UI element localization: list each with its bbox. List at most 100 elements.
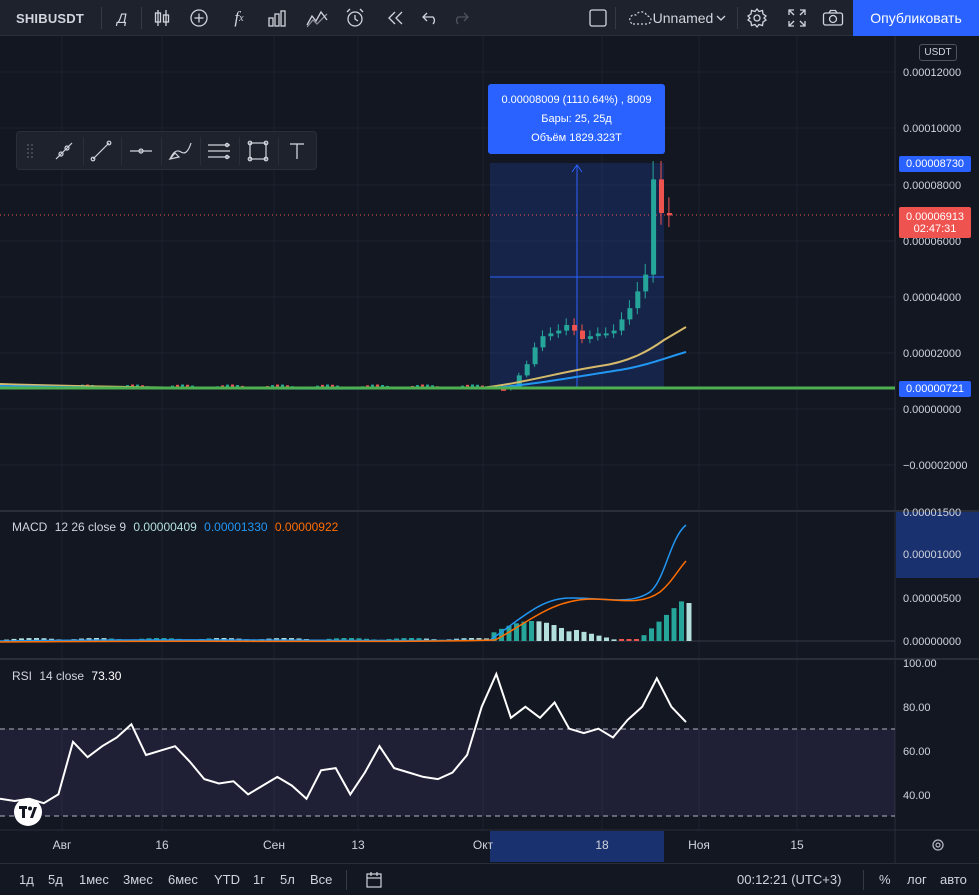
symbol-label: SHIBUSDT — [15, 10, 85, 26]
drawbar-divider — [161, 137, 162, 165]
replay-icon[interactable] — [379, 0, 413, 36]
rectangle-icon[interactable] — [241, 134, 275, 168]
macd-hist-value: 0.00000409 — [133, 520, 197, 534]
time-tick-label: 15 — [790, 838, 804, 852]
macd-histogram-bar — [581, 631, 587, 641]
macd-histogram-bar — [574, 630, 579, 641]
drawbar-divider — [200, 137, 201, 165]
price-tick-label: 0.00000000 — [903, 404, 961, 416]
templates-icon[interactable] — [260, 0, 294, 36]
range-5d[interactable]: 5д — [48, 872, 63, 887]
range-ytd[interactable]: YTD — [214, 872, 240, 887]
redo-icon[interactable] — [443, 0, 477, 36]
date-range-icon[interactable] — [364, 870, 384, 893]
measure-tooltip: 0.00008009 (1110.64%) , 8009 Бары: 25, 2… — [488, 84, 665, 154]
drawbar-divider — [239, 137, 240, 165]
time-tick-label: Ноя — [688, 838, 710, 852]
fullscreen-icon[interactable] — [780, 0, 814, 36]
macd-tick-label: 0.00000000 — [903, 636, 961, 648]
layout-name-button[interactable]: Unnamed — [620, 0, 736, 36]
interval-label: Д — [117, 10, 127, 26]
interval-button[interactable]: Д — [106, 0, 138, 36]
symbol-search-button[interactable]: SHIBUSDT — [0, 0, 100, 36]
curve-icon[interactable] — [163, 134, 197, 168]
macd-legend[interactable]: MACD 12 26 close 9 0.00000409 0.00001330… — [12, 520, 342, 534]
price-candle — [619, 319, 625, 331]
price-candle — [186, 384, 189, 387]
last-price: 0.00006913 — [905, 210, 965, 223]
auto-toggle[interactable]: авто — [940, 872, 967, 887]
macd-histogram-bar — [506, 625, 512, 641]
percent-toggle[interactable]: % — [879, 872, 891, 887]
macd-histogram-bar — [394, 638, 399, 641]
price-candle — [131, 384, 134, 387]
chart-canvas[interactable]: 0.00012000 0.00010000 0.00008000 0.00006000… — [0, 36, 979, 863]
macd-histogram-bar — [521, 621, 527, 641]
publish-button[interactable]: Опубликовать — [853, 0, 979, 36]
price-candle — [326, 384, 329, 387]
checkbox-icon[interactable] — [582, 0, 614, 36]
drawbar-divider — [83, 137, 84, 165]
add-indicator-icon[interactable] — [182, 0, 216, 36]
macd-histogram-bar — [656, 621, 662, 641]
currency-button[interactable]: USDT — [919, 44, 957, 61]
settings-icon[interactable] — [740, 0, 774, 36]
rsi-line — [0, 671, 687, 805]
alert-icon[interactable] — [338, 0, 372, 36]
undo-icon[interactable] — [414, 0, 448, 36]
price-candle — [611, 330, 617, 334]
range-6m[interactable]: 6мес — [168, 872, 198, 887]
log-toggle[interactable]: лог — [907, 872, 927, 887]
range-1y[interactable]: 1г — [253, 872, 265, 887]
rsi-tick-label: 60.00 — [903, 746, 931, 758]
measure-change: 0.00008009 (1110.64%) , 8009 — [501, 94, 652, 106]
price-candle — [548, 333, 554, 337]
rsi-tick-label: 40.00 — [903, 790, 931, 802]
macd-histogram-bar — [596, 635, 602, 641]
brush-icon[interactable] — [47, 134, 81, 168]
macd-line — [0, 524, 687, 642]
range-1m[interactable]: 1мес — [79, 872, 109, 887]
measure-bars: Бары: 25, 25д — [541, 113, 612, 125]
rsi-legend[interactable]: RSI 14 close 73.30 — [12, 669, 125, 683]
horizontal-line-icon[interactable] — [124, 134, 158, 168]
bottom-divider — [346, 870, 347, 890]
price-tick-label: 0.00004000 — [903, 292, 961, 304]
macd-histogram-bar — [559, 627, 564, 641]
price-candle — [627, 308, 633, 320]
price-candle — [532, 347, 538, 365]
price-candle — [587, 336, 593, 339]
range-all[interactable]: Все — [310, 872, 333, 887]
range-3m[interactable]: 3мес — [123, 872, 153, 887]
range-5y[interactable]: 5л — [280, 872, 295, 887]
bar-countdown: 02:47:31 — [913, 222, 957, 235]
handle-icon[interactable] — [17, 134, 43, 168]
macd-histogram-bar — [664, 614, 669, 641]
price-tick-label: 0.00012000 — [903, 67, 961, 79]
price-candle — [659, 179, 664, 213]
macd-title: MACD — [12, 520, 48, 534]
price-candle — [221, 385, 224, 388]
macd-histogram-bar — [604, 637, 609, 641]
drawing-toolbar — [16, 131, 317, 170]
camera-icon[interactable] — [816, 0, 850, 36]
text-icon[interactable] — [280, 134, 314, 168]
macd-histogram-bar — [626, 639, 632, 641]
trendline-icon[interactable] — [84, 134, 118, 168]
clock-timezone[interactable]: 00:12:21 (UTC+3) — [737, 872, 842, 887]
axis-settings-icon[interactable] — [932, 839, 944, 851]
compare-icon[interactable] — [300, 0, 334, 36]
macd-signal-line — [0, 560, 687, 643]
price-candle — [231, 384, 234, 387]
tradingview-logo-icon[interactable] — [14, 798, 42, 826]
price-tick-label: 0.00006000 — [903, 236, 961, 248]
rsi-params: 14 close — [39, 669, 85, 683]
bar-style-icon[interactable] — [145, 0, 179, 36]
range-1d[interactable]: 1д — [19, 872, 34, 887]
macd-histogram-bar — [551, 625, 557, 641]
price-candle — [376, 384, 379, 387]
macd-signal-value: 0.00000922 — [274, 520, 339, 534]
parallel-lines-icon[interactable] — [202, 134, 236, 168]
toolbar-divider — [101, 7, 102, 29]
